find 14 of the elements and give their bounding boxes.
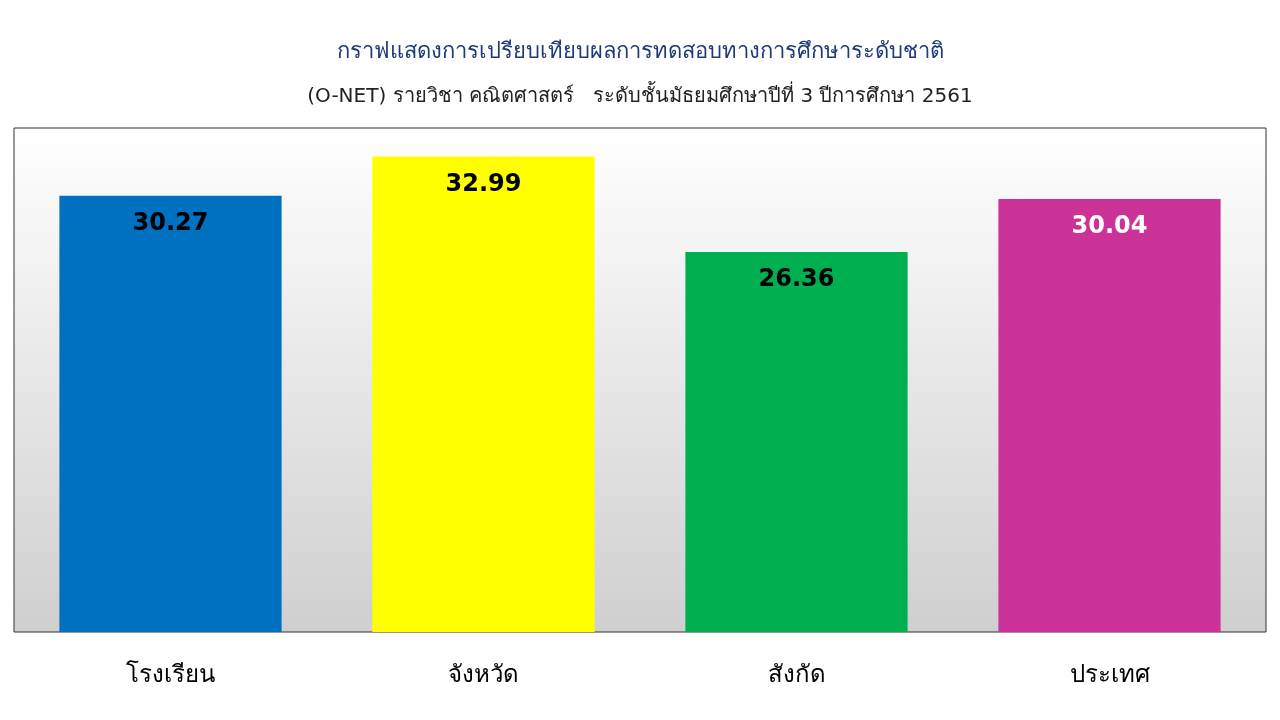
data-label: 32.99 [445, 168, 522, 197]
bar [685, 252, 908, 632]
x-tick-label: ประเทศ [1069, 660, 1150, 688]
chart-title: กราฟแสดงการเปรียบเทียบผลการทดสอบทางการศึกษาระดับชาติ [336, 37, 944, 63]
x-tick-label: จังหวัด [448, 660, 519, 688]
bar [59, 195, 282, 632]
bar [998, 199, 1221, 632]
chart-subtitle: (O-NET) รายวิชา คณิตศาสตร์ ระดับชั้นมัธยมศึกษาปีที่ 3 ปีการศึกษา 2561 [307, 81, 973, 107]
data-label: 30.27 [132, 207, 209, 236]
data-label: 30.04 [1071, 211, 1148, 240]
x-tick-label: โรงเรียน [126, 660, 215, 688]
x-tick-label: สังกัด [767, 660, 826, 688]
bar [372, 156, 595, 632]
data-label: 26.36 [758, 264, 835, 293]
